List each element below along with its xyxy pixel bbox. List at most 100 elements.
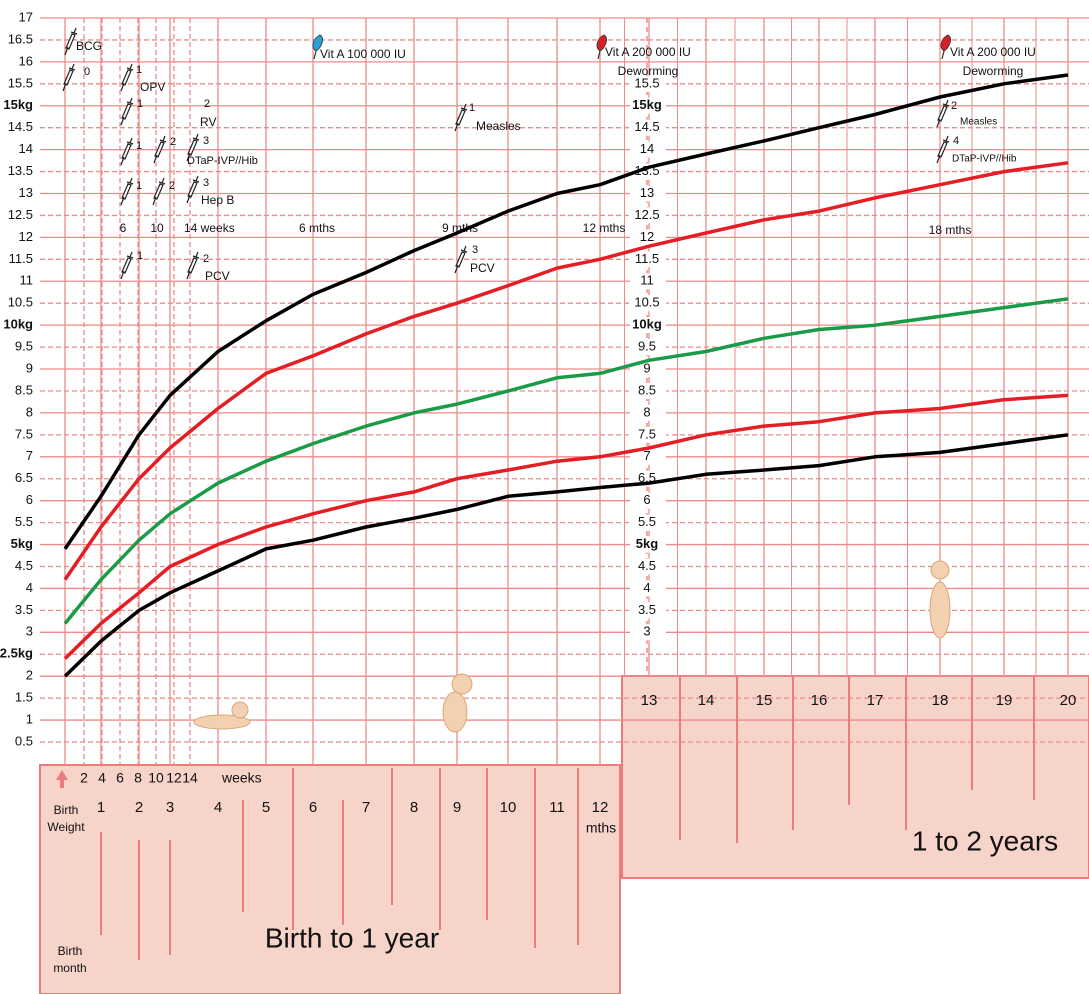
annotation: DTaP-IVP//Hib [187, 155, 258, 167]
syringe-icon [121, 178, 133, 205]
y-tick-label: 7.5 [15, 426, 33, 441]
annotation: Measles [476, 119, 521, 133]
crawling-baby-head [232, 702, 248, 718]
annotation: Vit A 100 000 IU [320, 47, 406, 61]
y-tick-label: 14.5 [8, 119, 33, 134]
y-tick-label: 12.5 [8, 207, 33, 222]
center-tick-label: 8 [643, 404, 650, 419]
x-tick-label: 5 [262, 799, 270, 816]
annotation: 0 [84, 66, 90, 78]
syringe-icon [121, 138, 133, 165]
x-tick-label: 12 [592, 799, 609, 816]
syringe-icon [121, 252, 133, 279]
x-tick-label: 1 [97, 799, 105, 816]
syringe-icon [121, 64, 133, 91]
y-tick-label: 12 [19, 229, 33, 244]
annotation: OPV [140, 80, 165, 94]
y-tick-label: 1 [26, 711, 33, 726]
week-label: 8 [134, 770, 142, 786]
x-tick-label: 11 [549, 799, 565, 816]
annotation: RV [200, 115, 216, 129]
x-tick-label: 6 [309, 799, 317, 816]
y-tick-label: 3 [26, 624, 33, 639]
vaccine-icons [63, 28, 951, 279]
y-tick-label: 7 [26, 448, 33, 463]
center-tick-label: 12 [640, 229, 654, 244]
y-tick-label: 4.5 [15, 558, 33, 573]
center-tick-label: 15kg [632, 97, 662, 112]
first-year-title: Birth to 1 year [265, 922, 439, 953]
y-tick-label: 15kg [3, 97, 33, 112]
week-label: 2 [80, 770, 88, 786]
annotation: 2 [170, 136, 176, 148]
y-tick-label: 3.5 [15, 602, 33, 617]
x-tick-label: 4 [214, 799, 222, 816]
center-tick-label: 11.5 [635, 251, 659, 266]
annotation: 1 [469, 102, 475, 114]
y-tick-label: 11 [20, 273, 34, 288]
center-tick-label: 7.5 [638, 426, 656, 441]
center-tick-label: 10kg [632, 317, 662, 332]
birth-month-label: Birth [58, 944, 83, 958]
y-tick-label: 14 [19, 141, 33, 156]
annotation: BCG [76, 39, 102, 53]
x-tick-label: 18 [932, 692, 949, 709]
x-tick-label: 3 [166, 799, 174, 816]
annotation: 2 [203, 253, 209, 265]
y-tick-label: 15.5 [8, 75, 33, 90]
growth-curve [65, 395, 1068, 658]
center-tick-label: 5.5 [638, 514, 656, 529]
y-tick-label: 5kg [11, 536, 33, 551]
x-tick-label: 19 [996, 692, 1013, 709]
syringe-icon [937, 100, 949, 127]
y-tick-label: 9.5 [15, 339, 33, 354]
center-tick-label: 11 [640, 273, 654, 288]
center-tick-label: 3.5 [638, 602, 656, 617]
y-tick-label: 17 [19, 9, 33, 24]
x-tick-label: 7 [362, 799, 370, 816]
y-tick-label: 13.5 [8, 163, 33, 178]
drop-tip [942, 51, 944, 59]
grid [40, 18, 1089, 765]
weeks-label: weeks [221, 770, 262, 786]
annotation: 1 [137, 98, 143, 110]
y-tick-label: 0.5 [15, 733, 33, 748]
annotation: 1 [137, 250, 143, 262]
annotation: Vit A 200 000 IU [605, 45, 691, 59]
y-tick-label: 13 [19, 185, 33, 200]
week-label: 4 [98, 770, 106, 786]
annotation: 10 [150, 221, 164, 235]
annotation: 2 [204, 98, 210, 110]
center-tick-label: 10.5 [634, 295, 659, 310]
y-tick-label: 10.5 [8, 295, 33, 310]
birth-month-label: month [53, 961, 86, 975]
annotation: Deworming [963, 64, 1024, 78]
months-unit: mths [586, 820, 616, 836]
annotation: Deworming [618, 64, 679, 78]
y-tick-label: 6 [26, 492, 33, 507]
annotation: 2 [951, 100, 957, 112]
syringe-icon [153, 178, 165, 205]
y-tick-label: 8.5 [15, 382, 33, 397]
annotation: PCV [470, 261, 495, 275]
center-tick-label: 3 [643, 624, 650, 639]
second-year-title: 1 to 2 years [912, 825, 1058, 856]
x-tick-label: 16 [811, 692, 828, 709]
first-year-panel [40, 765, 620, 994]
week-label: 14 [182, 770, 198, 786]
y-tick-label: 16 [19, 53, 33, 68]
annotation: PCV [205, 269, 230, 283]
y-tick-label: 4 [26, 580, 33, 595]
x-tick-label: 10 [500, 799, 517, 816]
x-tick-label: 2 [135, 799, 143, 816]
sitting-baby-head [452, 674, 472, 694]
annotation: Vit A 200 000 IU [950, 45, 1036, 59]
week-label: 10 [148, 770, 164, 786]
annotation: 1 [136, 64, 142, 76]
x-tick-label: 8 [410, 799, 418, 816]
growth-curve [65, 75, 1068, 549]
y-tick-label: 6.5 [15, 470, 33, 485]
syringe-icon [187, 176, 199, 203]
annotation: Hep B [201, 193, 234, 207]
center-tick-label: 13 [640, 185, 654, 200]
